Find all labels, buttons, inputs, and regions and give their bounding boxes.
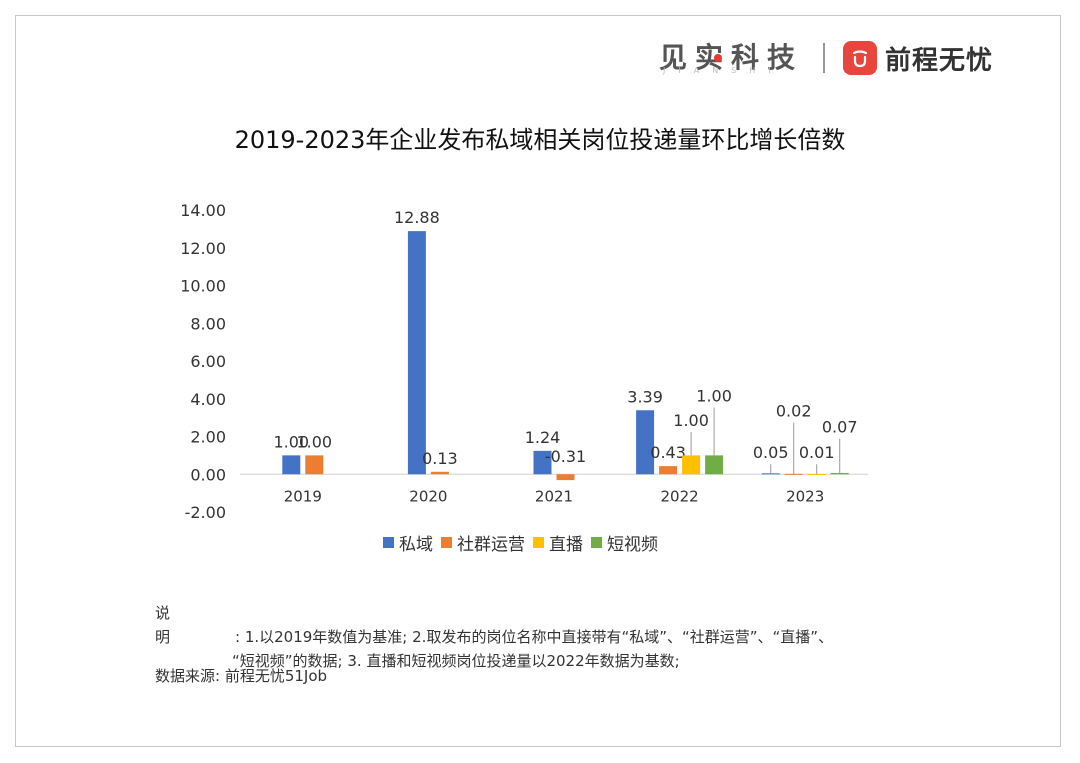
legend-item: 直播 <box>533 530 583 555</box>
bar-私域-2021 <box>533 450 552 475</box>
qiancheng-logo-text: 前程无忧 <box>885 45 994 76</box>
y-tick-label: 4.00 <box>190 390 226 409</box>
y-tick-label: -2.00 <box>185 503 226 522</box>
brand-separator <box>823 43 825 73</box>
legend-item: 社群运营 <box>441 530 525 555</box>
data-label: 1.00 <box>696 387 732 406</box>
data-label: 0.01 <box>799 443 835 462</box>
data-label: 0.13 <box>422 449 458 468</box>
legend-swatch <box>591 537 602 548</box>
x-category-label: 2021 <box>535 487 573 505</box>
legend-swatch <box>533 537 544 548</box>
y-tick-label: 8.00 <box>190 314 226 333</box>
bar-私域-2023 <box>761 473 780 475</box>
chart-legend: 私域 社群运营 直播 短视频 <box>383 530 666 555</box>
y-tick-label: 12.00 <box>180 239 226 258</box>
y-tick-label: 14.00 <box>180 201 226 220</box>
data-label: 1.00 <box>273 432 309 451</box>
y-tick-label: 10.00 <box>180 277 226 296</box>
chart-frame <box>15 15 1061 747</box>
data-label: 1.24 <box>525 428 561 447</box>
x-category-label: 2022 <box>661 487 699 505</box>
jianshi-logo-dot <box>714 54 722 62</box>
y-tick-label: 2.00 <box>190 428 226 447</box>
y-tick-label: 0.00 <box>190 465 226 484</box>
bar-私域-2020 <box>407 231 426 475</box>
note-line-2: “短视频”的数据; 3. 直播和短视频岗位投递量以2022年数据为基数; <box>232 652 680 670</box>
data-label: 3.39 <box>627 387 663 406</box>
legend-swatch <box>383 537 394 548</box>
data-label: 0.07 <box>822 418 858 437</box>
bar-社群运营-2021 <box>556 474 575 481</box>
jianshi-logo: 见实科技 JIANSHI <box>655 34 815 82</box>
note-line-1: : 1.以2019年数值为基准; 2.取发布的岗位名称中直接带有“私域”、“社群… <box>235 628 834 646</box>
y-tick-label: 6.00 <box>190 352 226 371</box>
legend-item: 私域 <box>383 530 433 555</box>
data-label: 1.00 <box>673 411 709 430</box>
bar-短视频-2022 <box>705 455 724 475</box>
brand-header: 见实科技 JIANSHI 前程无忧 <box>655 34 993 82</box>
x-category-label: 2020 <box>409 487 447 505</box>
chart-title: 2019-2023年企业发布私域相关岗位投递量环比增长倍数 <box>234 126 846 154</box>
chart-note: 说明 : 1.以2019年数值为基准; 2.取发布的岗位名称中直接带有“私域”、“… <box>155 601 975 673</box>
legend-item: 短视频 <box>591 530 658 555</box>
bar-直播-2022 <box>682 455 701 475</box>
legend-label: 私域 <box>399 535 433 555</box>
bar-社群运营-2023 <box>784 473 803 475</box>
bar-直播-2023 <box>807 474 826 476</box>
jianshi-logo-text: 见实科技 <box>659 41 804 74</box>
data-label: 0.02 <box>776 402 812 421</box>
bar-社群运营-2020 <box>430 471 449 475</box>
x-category-label: 2023 <box>786 487 824 505</box>
note-label: 说明 <box>155 604 199 646</box>
bar-短视频-2023 <box>830 472 849 475</box>
data-label: 1.00 <box>296 432 332 451</box>
bar-社群运营-2019 <box>305 455 324 475</box>
bar-社群运营-2022 <box>659 466 678 475</box>
data-label: -0.31 <box>545 447 586 466</box>
x-category-label: 2019 <box>284 487 322 505</box>
legend-label: 直播 <box>549 535 583 555</box>
data-label: 0.05 <box>753 443 789 462</box>
data-source: 数据来源: 前程无忧51Job <box>155 667 328 685</box>
jianshi-logo-sub: JIANSHI <box>663 66 784 75</box>
legend-label: 短视频 <box>607 535 658 555</box>
bar-私域-2019 <box>282 455 301 475</box>
data-label: 12.88 <box>394 208 440 227</box>
legend-swatch <box>441 537 452 548</box>
data-label: 0.43 <box>650 443 686 462</box>
qiancheng-logo-icon <box>843 41 877 75</box>
legend-label: 社群运营 <box>457 535 525 555</box>
bar-私域-2022 <box>636 410 655 475</box>
